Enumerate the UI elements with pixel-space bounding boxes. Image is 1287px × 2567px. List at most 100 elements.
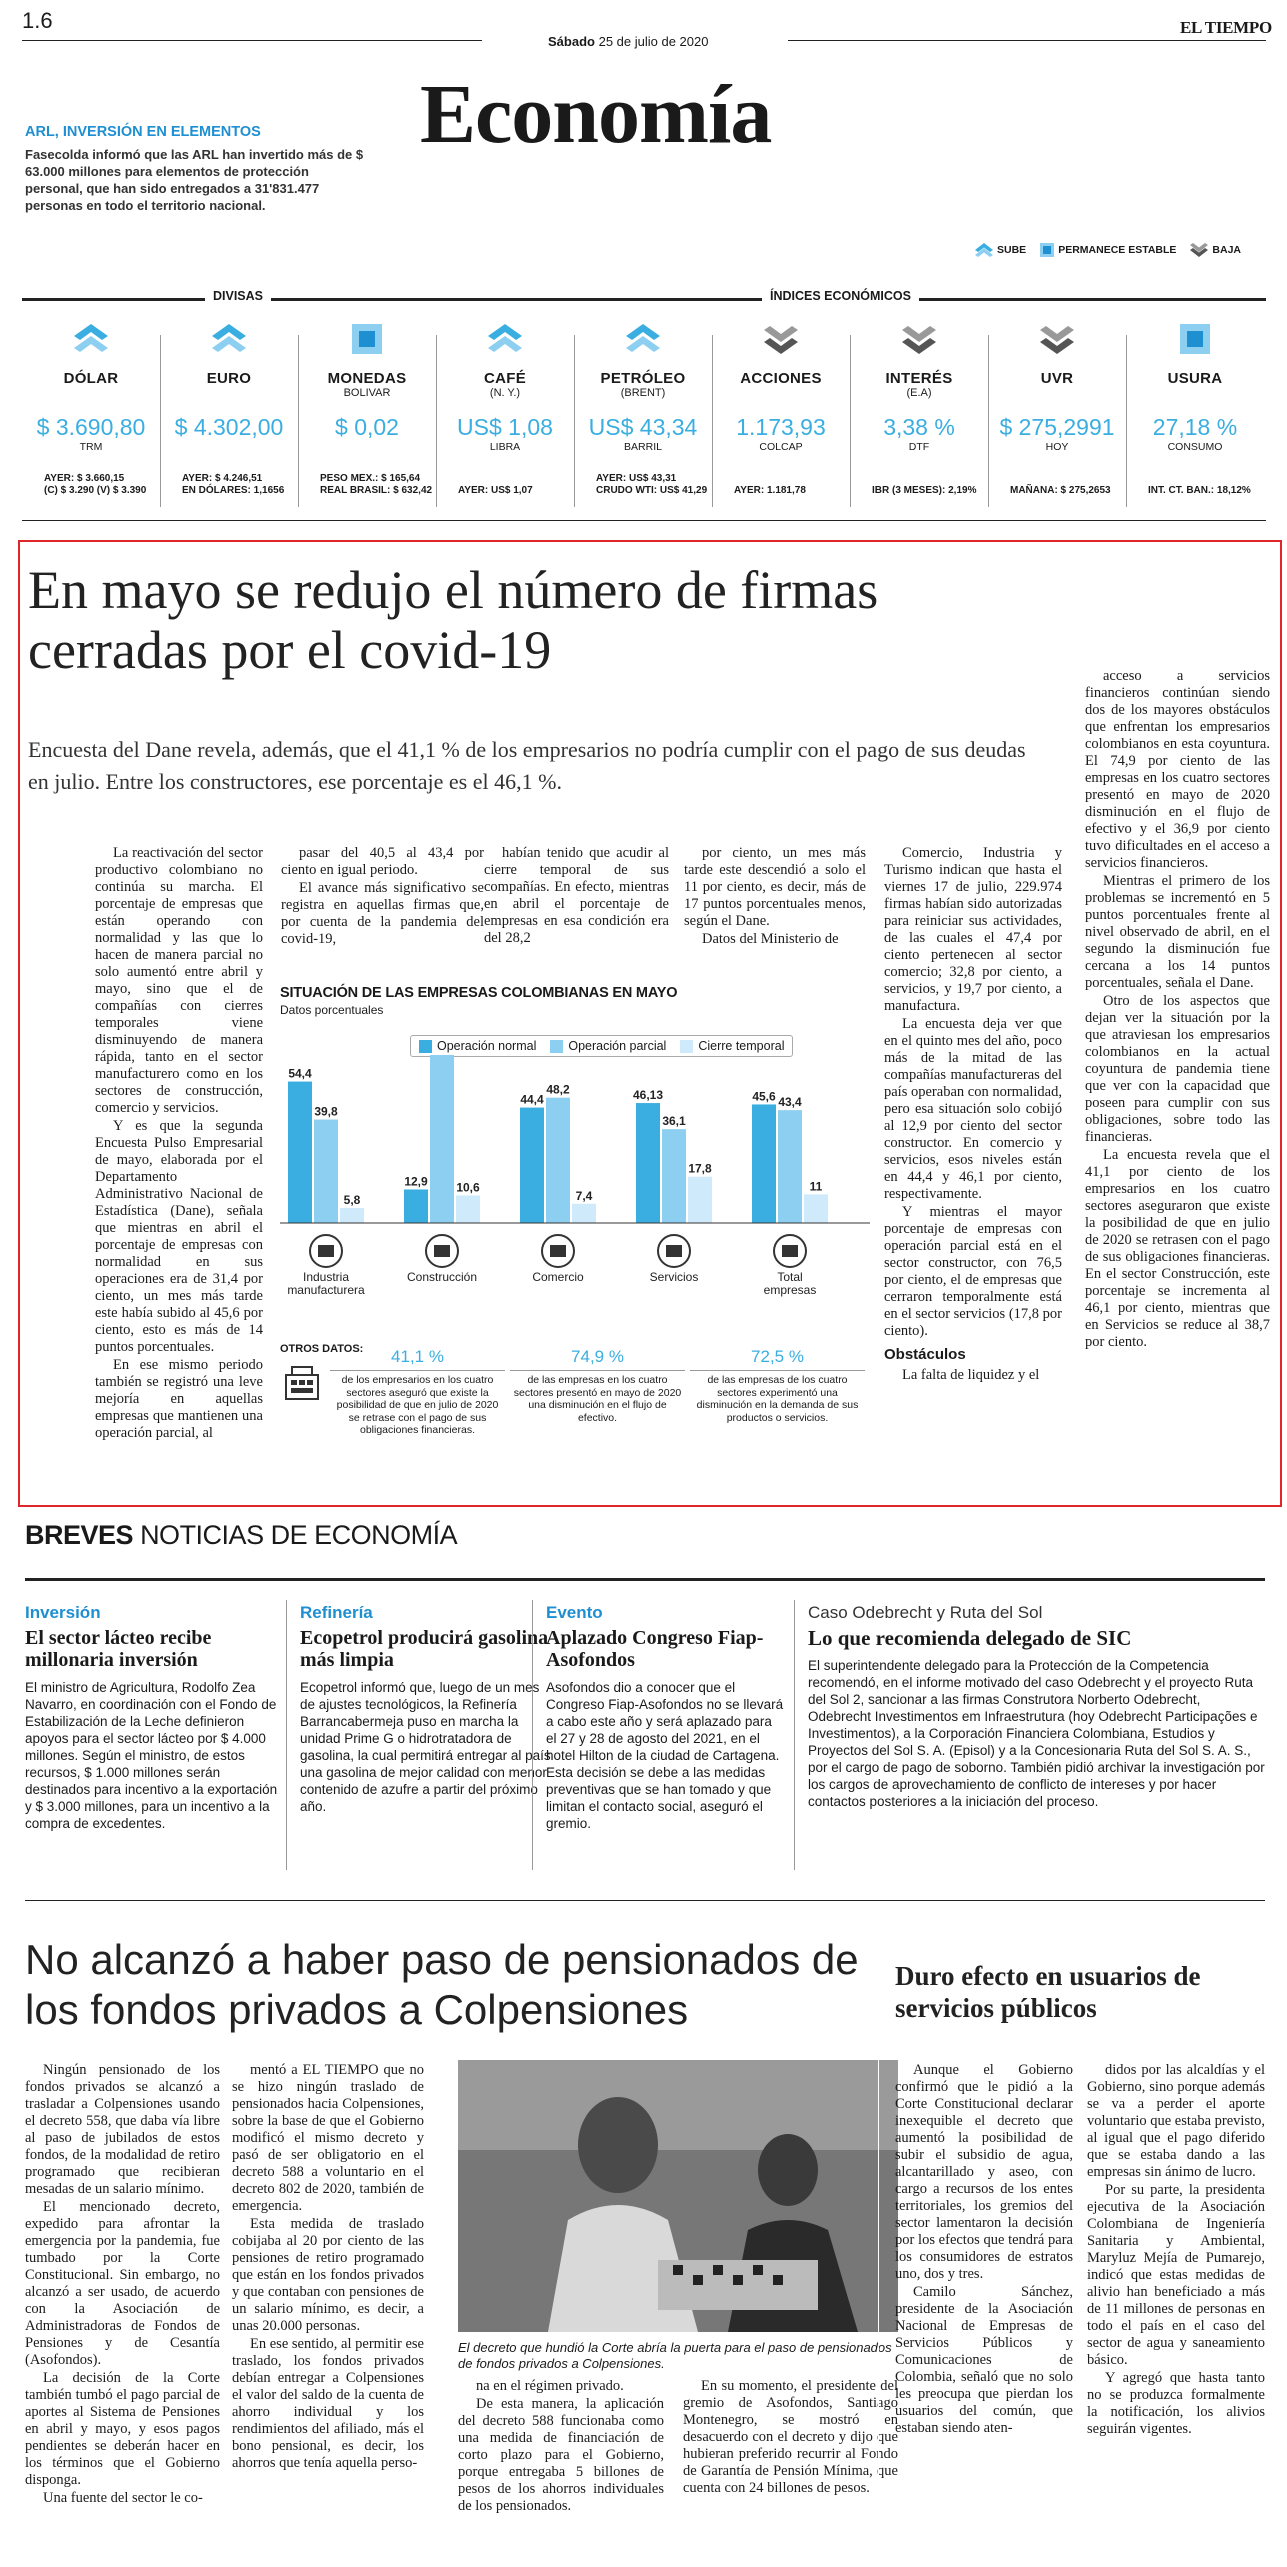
pension-photo [458,2060,898,2332]
breve-separator [286,1600,287,1870]
indicator-separator [298,335,299,507]
indicator-sub: BOLIVAR [343,387,391,399]
date-line: Sábado 25 de julio de 2020 [548,34,708,49]
side-brief-text: Fasecolda informó que las ARL han invert… [25,147,364,213]
breve-item: Inversión El sector lácteo recibe millona… [25,1603,283,1832]
main-col-6: acceso a servicios financieros continúan… [1085,668,1270,1352]
section-title: Economía [420,68,772,161]
indicator-unit: DTF [908,441,930,453]
bar [752,1104,776,1223]
legend-item: Operación parcial [550,1039,666,1053]
main-dek: Encuesta del Dane revela, además, que el… [28,737,1026,794]
col5-end: La falta de liquidez y el [902,1367,1040,1383]
breve-item: Evento Aplazado Congreso Fiap-Asofondos As… [546,1603,786,1832]
services-col-2: didos por las alcaldías y el Gobierno, s… [1087,2062,1265,2439]
breve-category: Evento [546,1603,603,1622]
trend-up-icon [574,322,712,356]
side-brief-title: ARL, INVERSIÓN EN ELEMENTOS [25,124,261,140]
indicator-extra-2: REAL BRASIL: $ 632,42 [320,485,433,496]
bar [546,1097,570,1223]
pension-col-3: na en el régimen privado. De esta manera,… [458,2378,664,2516]
indicator-petróleo: PETRÓLEO (Brent) US$ 43,34 BARRIL AYER: US$ … [574,322,712,512]
header-rule-right [788,40,1266,41]
paragraph: En ese mismo periodo también se registró… [95,1357,263,1441]
indicator-separator [712,335,713,507]
main-col-1: La reactivación del sector productivo co… [95,845,263,1443]
bar-label: 17,8 [688,1162,712,1176]
indicator-value: US$ 1,08 [457,414,553,440]
indicator-sub [988,387,1126,400]
paragraph: Otro de los aspectos que dejan ver la si… [1085,993,1270,1145]
breve-text: Asofondos dio a conocer que el Congreso … [546,1680,784,1831]
paragraph: pasar del 40,5 al 43,4 por ciento en igu… [281,845,484,878]
bar-label: 45,6 [752,1089,776,1103]
bar-label: 48,2 [546,1083,570,1097]
bar [404,1189,428,1223]
main-headline: En mayo se redujo el número de firmas ce… [28,560,879,680]
services-separator [878,1935,879,2535]
photo-illustration [458,2060,898,2332]
bar-label: 43,4 [778,1095,802,1109]
photo-caption: El decreto que hundió la Corte abría la … [458,2340,892,2371]
indicator-name: CAFÉ [483,370,527,387]
bar [778,1110,802,1223]
trend-stable-icon [298,322,436,356]
cash-register-icon [285,1366,319,1400]
indicator-value: US$ 43,34 [588,414,698,440]
paragraph: Por su parte, la presidenta ejecutiva de… [1087,2182,1265,2368]
indicator-name: UVR [1040,370,1074,387]
breve-text: El superintendente delegado para la Prot… [808,1658,1265,1809]
breve-headline: Aplazado Congreso Fiap-Asofondos [546,1627,764,1671]
paragraph: Mientras el primero de los problemas se … [1085,873,1270,991]
otro-dato-value: 72,5 % [751,1347,804,1366]
indicator-sub [22,387,160,400]
pension-col-1: Ningún pensionado de los fondos privados… [25,2062,220,2508]
indicator-name: EURO [206,370,252,387]
legend-swatch [550,1039,564,1053]
legend-label: Operación normal [437,1039,537,1053]
breve-category: Inversión [25,1603,101,1622]
indicator-unit: HOY [1045,441,1069,453]
indicator-name: MONEDAS [327,370,407,387]
category-icon-detail [318,1245,334,1257]
bar-label: 36,1 [662,1114,686,1128]
indicator-extra-2: EN DÓLARES: 1,1656 [182,485,285,496]
bar [636,1103,660,1223]
arrow-down-icon [1190,243,1209,257]
category-icon-detail [434,1245,450,1257]
otros-datos: 41,1 % de los empresarios en los cuatro s… [330,1347,870,1437]
indicator-unit [298,441,436,455]
paragraph: De esta manera, la aplicación del decret… [458,2396,664,2514]
indicator-value: 3,38 % [883,414,955,440]
paragraph: Una fuente del sector le co- [43,2490,203,2506]
indicator-value: $ 3.690,80 [36,414,146,440]
paragraph: habían tenido que acudir al cierre tempo… [484,845,669,946]
paragraph: mentó a EL TIEMPO que no se hizo ningún … [232,2062,424,2214]
legend-item: Cierre temporal [680,1039,784,1053]
indicator-unit: TRM [79,441,103,453]
breve-text: El ministro de Agricultura, Rodolfo Zea … [25,1680,278,1831]
otro-dato-text: de los empresarios en los cuatro sectore… [330,1370,505,1437]
legend-up: SUBE [975,243,1026,257]
otros-datos-label: OTROS DATOS: [280,1343,364,1355]
indicator-value: $ 4.302,00 [174,414,284,440]
pension-col-2: mentó a EL TIEMPO que no se hizo ningún … [232,2062,424,2473]
services-headline: Duro efecto en usuarios de servicios púb… [895,1961,1201,2023]
indicator-extra-2: INT. CT. BAN.: 18,12% [1148,485,1251,496]
chart-svg: 54,439,85,8Industriamanufacturera12,976,… [280,1055,870,1297]
trend-down-icon [712,322,850,356]
indicator-sub: (Brent) [620,387,666,399]
indicator-separator [436,335,437,507]
paragraph: Y es que la segunda Encuesta Pulso Empre… [95,1118,263,1355]
bar-label: 54,4 [288,1067,312,1081]
main-article-frame [18,540,1282,1507]
bar-label: 46,13 [633,1088,663,1102]
paragraph: didos por las alcaldías y el Gobierno, s… [1087,2062,1265,2180]
category-icon-detail [782,1245,798,1257]
bar-label: 11 [810,1179,823,1193]
trend-stable-icon [1126,322,1264,356]
trend-up-icon [22,322,160,356]
otro-dato-text: de las empresas de los cuatro sectores e… [690,1370,865,1424]
bar-label: 5,8 [344,1193,361,1207]
arrow-up-icon [975,243,993,257]
